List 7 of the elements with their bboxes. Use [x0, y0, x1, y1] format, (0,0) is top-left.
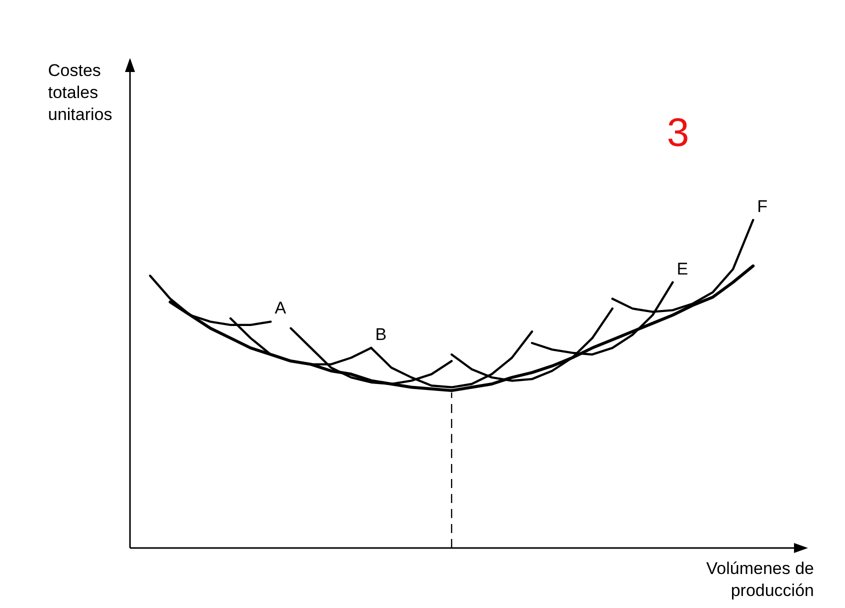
series-label: E	[676, 259, 688, 278]
x-axis-title: Volúmenes de producción	[706, 559, 814, 600]
series-label: A	[274, 298, 287, 318]
text: Costes totales unitarios	[48, 61, 112, 124]
series-label: B	[375, 324, 387, 344]
series-label: F	[757, 197, 768, 216]
text: 3	[666, 111, 690, 155]
